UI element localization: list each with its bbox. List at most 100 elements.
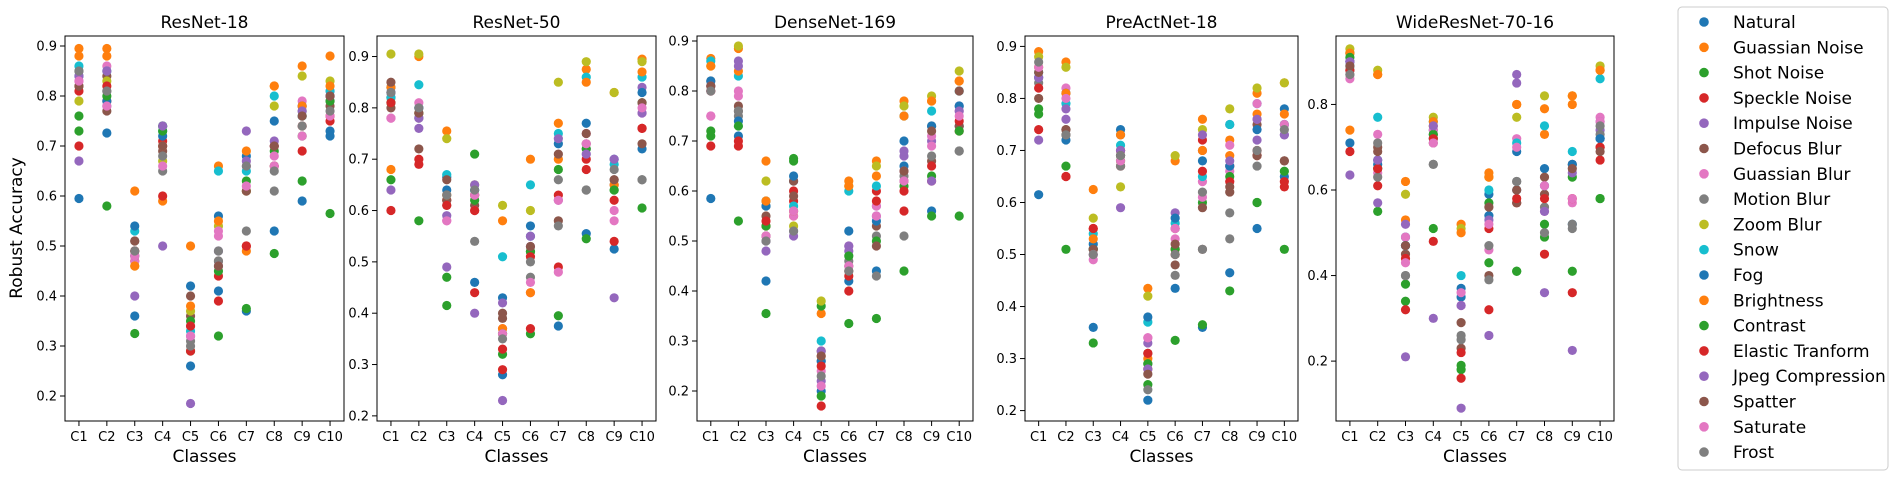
data-point (497, 298, 508, 308)
data-point (1373, 172, 1383, 182)
legend-marker (1699, 194, 1709, 204)
x-axis-label: Classes (803, 447, 867, 467)
data-point (871, 171, 882, 181)
data-point (706, 61, 716, 71)
x-tick-label: C4 (154, 430, 171, 445)
data-point (1345, 138, 1355, 148)
data-point (871, 241, 882, 251)
data-point (1115, 182, 1126, 192)
data-point (844, 226, 854, 236)
data-point (185, 291, 196, 301)
data-point (871, 211, 882, 221)
x-axis-label: Classes (484, 447, 548, 467)
data-point (1484, 241, 1494, 251)
data-point (1225, 234, 1235, 244)
data-point (761, 308, 771, 319)
data-point (470, 149, 480, 159)
x-tick-label: C10 (317, 430, 343, 445)
data-point (185, 361, 196, 371)
data-point (130, 328, 140, 339)
legend-marker (1699, 219, 1709, 230)
data-point (954, 111, 964, 121)
data-point (733, 41, 744, 51)
data-point (1567, 193, 1577, 204)
data-point (581, 118, 591, 128)
data-point (74, 76, 84, 86)
data-point (581, 139, 591, 149)
data-point (130, 246, 140, 256)
data-point (386, 175, 396, 185)
data-point (844, 286, 854, 296)
data-point (1143, 291, 1153, 301)
data-point (871, 161, 882, 171)
data-point (386, 164, 396, 175)
x-tick-label: C1 (382, 430, 399, 445)
x-tick-label: C5 (1452, 430, 1469, 445)
x-tick-label: C8 (1536, 430, 1553, 445)
y-tick-label: 0.3 (996, 352, 1017, 367)
data-point (158, 161, 168, 171)
data-point (102, 201, 112, 211)
data-point (1197, 244, 1208, 254)
data-point (1567, 99, 1577, 110)
x-tick-label: C6 (522, 430, 539, 445)
data-point (1373, 181, 1383, 191)
data-point (1484, 305, 1494, 315)
data-point (269, 248, 279, 259)
data-point (1225, 286, 1235, 296)
y-tick-label: 0.9 (348, 50, 369, 65)
data-point (325, 81, 335, 91)
legend-marker (1699, 118, 1709, 128)
data-point (470, 236, 480, 246)
y-tick-label: 0.5 (668, 235, 689, 250)
data-point (927, 211, 937, 221)
data-point (1279, 166, 1289, 176)
y-tick-label: 0.8 (1307, 98, 1328, 113)
legend-label: Spatter (1733, 393, 1796, 413)
data-point (899, 111, 909, 121)
data-point (525, 231, 536, 241)
data-point (74, 111, 84, 121)
data-point (269, 186, 279, 196)
data-point (1456, 335, 1466, 345)
data-point (1595, 121, 1605, 131)
data-point (1567, 91, 1577, 101)
data-point (1595, 146, 1605, 157)
y-tick-label: 0.4 (348, 307, 369, 322)
data-point (553, 164, 563, 175)
legend-marker (1699, 270, 1709, 280)
data-point (297, 61, 307, 71)
legend-item: Speckle Noise (1699, 89, 1852, 109)
data-point (1252, 197, 1262, 208)
data-point (816, 401, 826, 411)
x-tick-label: C5 (494, 430, 511, 445)
x-tick-label: C8 (578, 430, 595, 445)
data-point (1400, 176, 1411, 187)
legend-item: Defocus Blur (1699, 140, 1841, 160)
axes-frame (64, 35, 345, 422)
legend-label: Brightness (1733, 291, 1824, 311)
data-point (325, 91, 335, 101)
data-point (213, 246, 224, 256)
data-point (74, 193, 84, 204)
data-point (1034, 125, 1044, 135)
data-point (386, 205, 396, 216)
data-point (525, 205, 536, 216)
data-point (1400, 279, 1411, 289)
data-point (1197, 203, 1208, 213)
data-point (899, 266, 909, 276)
x-tick-label: C2 (410, 430, 427, 445)
data-point (1539, 172, 1550, 182)
data-point (761, 216, 771, 226)
legend-marker (1699, 346, 1709, 356)
data-point (706, 193, 716, 204)
data-point (414, 49, 424, 59)
x-tick-label: C2 (98, 430, 115, 445)
data-point (899, 231, 909, 241)
data-point (1373, 129, 1383, 139)
data-point (1034, 135, 1044, 145)
data-point (1225, 268, 1235, 278)
y-tick-label: 0.6 (1307, 184, 1328, 199)
data-point (1197, 320, 1208, 330)
data-point (553, 221, 563, 231)
